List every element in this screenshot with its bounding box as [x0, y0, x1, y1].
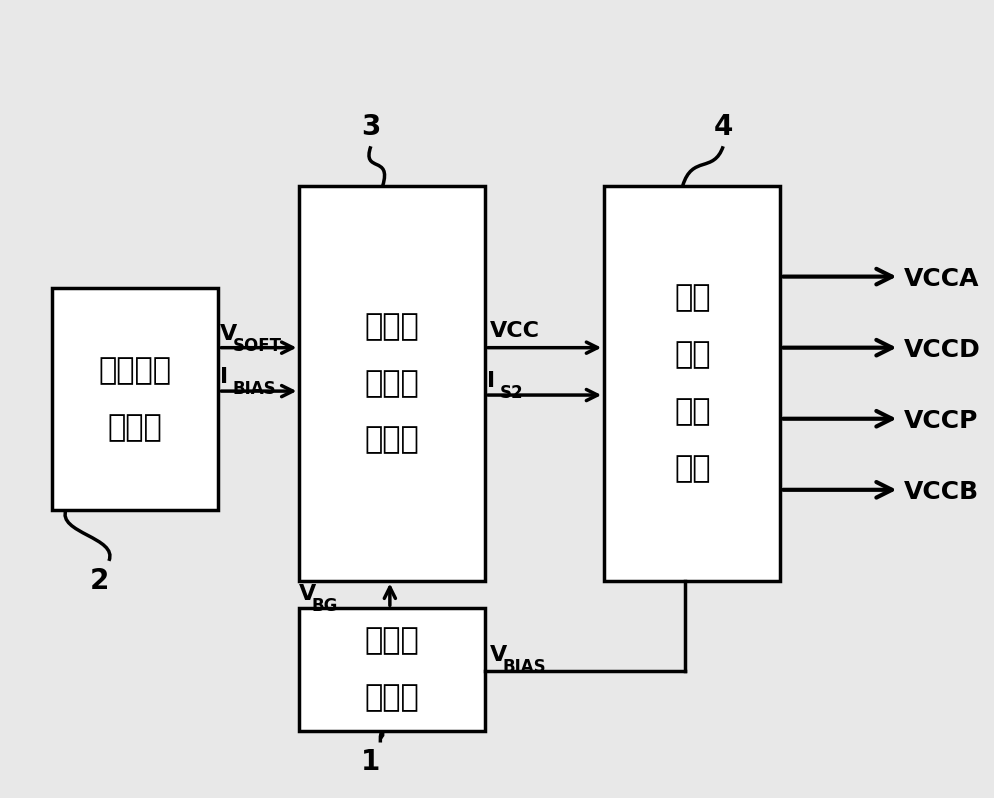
- Text: BG: BG: [311, 598, 338, 615]
- Text: I: I: [486, 371, 495, 391]
- Text: I: I: [220, 367, 229, 387]
- Text: 置电路: 置电路: [107, 413, 162, 442]
- Text: 3: 3: [361, 113, 380, 140]
- Bar: [299, 608, 485, 731]
- Text: VCC: VCC: [489, 322, 540, 342]
- Text: V: V: [299, 584, 316, 604]
- Text: VCCD: VCCD: [904, 338, 980, 361]
- Text: V: V: [220, 324, 238, 344]
- Text: VCCP: VCCP: [904, 409, 977, 433]
- Text: BIAS: BIAS: [233, 380, 276, 398]
- Text: S2: S2: [499, 384, 523, 402]
- Bar: [52, 288, 219, 510]
- Text: 准电路: 准电路: [365, 683, 419, 713]
- Text: SOFT: SOFT: [233, 337, 281, 355]
- Text: 4: 4: [713, 113, 733, 140]
- Text: BIAS: BIAS: [502, 658, 546, 676]
- Text: 复合差: 复合差: [365, 312, 419, 341]
- Text: 电路: 电路: [673, 454, 710, 483]
- Text: 带隙基: 带隙基: [365, 626, 419, 655]
- Bar: [299, 186, 485, 581]
- Text: 分线性: 分线性: [365, 369, 419, 397]
- Text: 分组: 分组: [673, 340, 710, 369]
- Bar: [603, 186, 779, 581]
- Text: 隔离: 隔离: [673, 397, 710, 426]
- Text: VCCB: VCCB: [904, 480, 978, 504]
- Text: 1: 1: [361, 749, 380, 776]
- Text: VCCA: VCCA: [904, 267, 979, 290]
- Text: 稳压器: 稳压器: [365, 425, 419, 455]
- Text: 软起及偏: 软起及偏: [98, 356, 171, 385]
- Text: 电源: 电源: [673, 283, 710, 313]
- Text: 2: 2: [89, 567, 109, 595]
- Text: V: V: [489, 645, 507, 665]
